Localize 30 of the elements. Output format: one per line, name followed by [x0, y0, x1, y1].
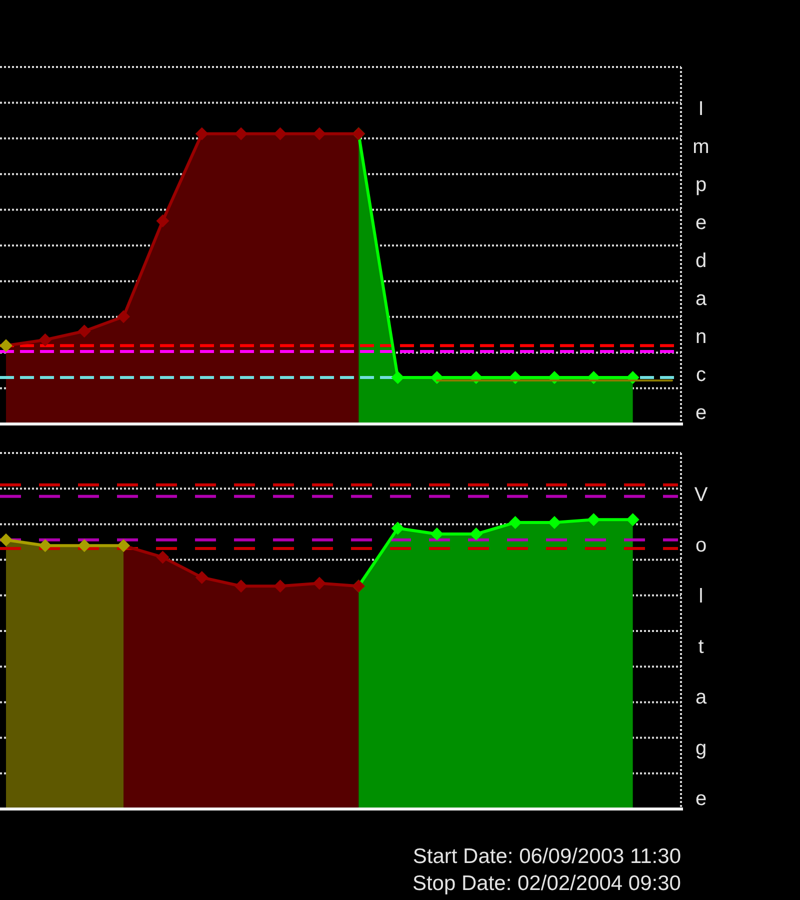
- point: [195, 570, 208, 584]
- point: [430, 371, 444, 384]
- point: [234, 580, 248, 593]
- point: [312, 576, 326, 590]
- point: [626, 513, 640, 526]
- point: [391, 371, 404, 384]
- point: [0, 533, 12, 546]
- point: [156, 214, 170, 228]
- text: Stop Date: 02/02/2004 09:30: [412, 872, 681, 895]
- point: [38, 333, 52, 346]
- point: [38, 539, 52, 552]
- point: [587, 513, 600, 526]
- point: [234, 127, 248, 140]
- point: [470, 528, 483, 541]
- point: [391, 522, 404, 535]
- point: [195, 127, 208, 140]
- point: [0, 339, 12, 352]
- point: [508, 516, 522, 529]
- point: [156, 550, 170, 564]
- text: Voltage: [694, 484, 708, 810]
- point: [548, 516, 561, 529]
- point: [274, 580, 287, 593]
- point: [78, 324, 91, 338]
- point: [430, 528, 444, 541]
- text: Impedance: [692, 98, 710, 424]
- point: [312, 127, 326, 140]
- point: [274, 127, 287, 140]
- text: Start Date: 06/09/2003 11:30: [412, 845, 681, 868]
- point: [78, 539, 91, 552]
- point: [117, 310, 130, 324]
